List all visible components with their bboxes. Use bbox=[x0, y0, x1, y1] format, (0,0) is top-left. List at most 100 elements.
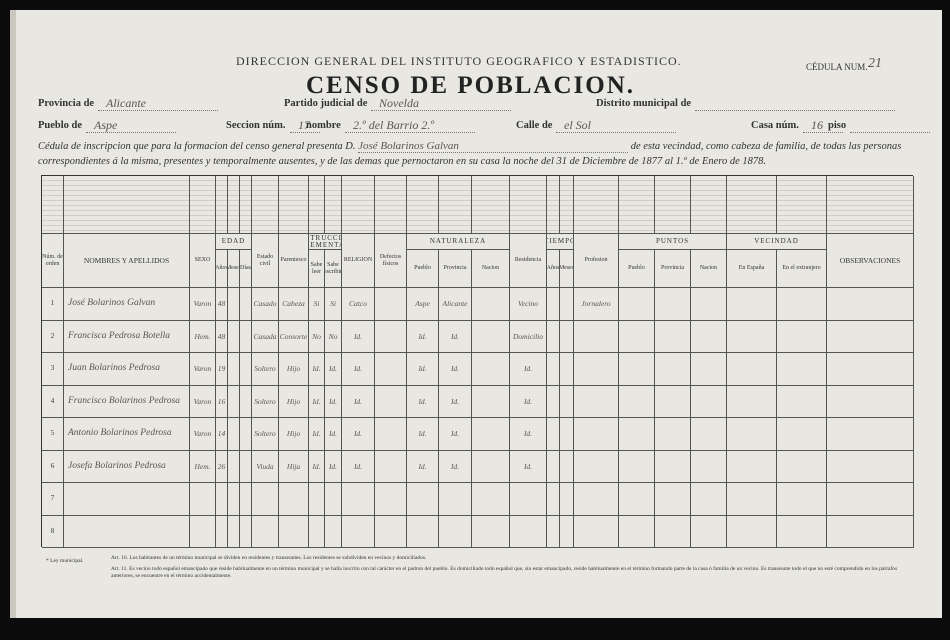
cell-entry bbox=[472, 288, 510, 321]
cell-entry bbox=[228, 418, 240, 451]
cell-entry bbox=[375, 418, 407, 451]
cell-entry bbox=[727, 483, 777, 516]
cell-entry: Viuda bbox=[252, 450, 279, 483]
cell-entry bbox=[240, 450, 252, 483]
cell-entry bbox=[727, 515, 777, 548]
cell-entry: Id. bbox=[510, 385, 547, 418]
cell-entry bbox=[375, 483, 407, 516]
cell-entry bbox=[777, 385, 827, 418]
cell-entry: 19 bbox=[216, 353, 228, 386]
footer-note: Art. 10. Los habitantes de un término mu… bbox=[111, 555, 427, 561]
instruction-box bbox=[42, 176, 64, 234]
field-line bbox=[86, 132, 176, 133]
column-header: Núm. de orden bbox=[42, 234, 64, 288]
census-table: EDAD INSTRUCCION ELEMENTAL NATURALEZA TIEMP… bbox=[41, 175, 914, 548]
instruction-box bbox=[190, 176, 216, 234]
cell-entry: Id. bbox=[309, 450, 325, 483]
group-header: NATURALEZA bbox=[407, 234, 510, 250]
cell-entry bbox=[472, 450, 510, 483]
instruction-box bbox=[309, 176, 325, 234]
intro-line: correspondientes á la misma, presentes y… bbox=[38, 156, 766, 167]
cell-entry: Id. bbox=[407, 418, 439, 451]
cell-entry bbox=[827, 288, 914, 321]
cell-entry bbox=[827, 418, 914, 451]
cell-entry bbox=[655, 483, 691, 516]
instruction-box bbox=[655, 176, 691, 234]
field-value: Novelda bbox=[379, 96, 419, 110]
cell-entry bbox=[228, 320, 240, 353]
cell-entry: Id. bbox=[439, 450, 472, 483]
column-header: Meses bbox=[228, 250, 240, 288]
cell-entry bbox=[325, 483, 342, 516]
cell-entry bbox=[777, 483, 827, 516]
column-header: Nacion bbox=[691, 250, 727, 288]
cell-entry bbox=[342, 515, 375, 548]
cell-entry bbox=[827, 450, 914, 483]
cell-entry bbox=[240, 288, 252, 321]
instruction-box bbox=[727, 176, 777, 234]
cell-entry bbox=[375, 450, 407, 483]
instruction-box bbox=[439, 176, 472, 234]
cell-entry: Id. bbox=[325, 353, 342, 386]
cell-entry bbox=[279, 515, 309, 548]
cell-entry: 26 bbox=[216, 450, 228, 483]
cell-entry bbox=[727, 418, 777, 451]
cell-entry: Id. bbox=[325, 450, 342, 483]
field-line bbox=[371, 110, 511, 111]
cell-entry bbox=[560, 288, 574, 321]
column-header: OBSERVACIONES bbox=[827, 234, 914, 288]
instruction-box bbox=[407, 176, 439, 234]
cell-entry bbox=[228, 483, 240, 516]
cell-entry bbox=[691, 385, 727, 418]
row-number: 2 bbox=[42, 320, 64, 353]
cell-entry bbox=[560, 353, 574, 386]
cell-entry bbox=[190, 515, 216, 548]
cedula-label: CÉDULA NUM. bbox=[806, 62, 868, 72]
cell-entry bbox=[777, 450, 827, 483]
cell-entry bbox=[727, 385, 777, 418]
row-number: 6 bbox=[42, 450, 64, 483]
cell-entry bbox=[240, 385, 252, 418]
cell-entry: Soltero bbox=[252, 353, 279, 386]
cell-entry: Id. bbox=[510, 353, 547, 386]
cell-entry: Id. bbox=[439, 385, 472, 418]
cell-entry bbox=[547, 288, 560, 321]
instruction-box bbox=[777, 176, 827, 234]
cell-entry: Si bbox=[325, 288, 342, 321]
census-form: DIRECCION GENERAL DEL INSTITUTO GEOGRAFI… bbox=[10, 10, 942, 618]
cell-entry bbox=[240, 515, 252, 548]
cell-entry: Catco bbox=[342, 288, 375, 321]
cell-entry: Hija bbox=[279, 450, 309, 483]
field-line bbox=[98, 110, 218, 111]
instruction-box bbox=[472, 176, 510, 234]
instruction-box bbox=[827, 176, 914, 234]
cell-entry bbox=[777, 418, 827, 451]
cell-entry bbox=[375, 320, 407, 353]
column-header: SEXO bbox=[190, 234, 216, 288]
cell-entry bbox=[190, 483, 216, 516]
cell-entry: Domicilio bbox=[510, 320, 547, 353]
field-label: nombre bbox=[306, 120, 341, 131]
cell-entry bbox=[547, 450, 560, 483]
field-value: 2.º del Barrio 2.º bbox=[353, 118, 435, 132]
cell-entry bbox=[727, 288, 777, 321]
cell-entry bbox=[472, 483, 510, 516]
column-header: Años bbox=[216, 250, 228, 288]
cell-entry: Vecino bbox=[510, 288, 547, 321]
cell-entry bbox=[547, 353, 560, 386]
instruction-box bbox=[375, 176, 407, 234]
cell-entry: Id. bbox=[342, 418, 375, 451]
cell-entry bbox=[827, 483, 914, 516]
cell-entry bbox=[407, 515, 439, 548]
instruction-box bbox=[216, 176, 228, 234]
field-line bbox=[850, 132, 930, 133]
cell-entry bbox=[777, 515, 827, 548]
cell-entry: Id. bbox=[342, 320, 375, 353]
field-value: Aspe bbox=[94, 118, 118, 132]
head-of-family: José Bolarinos Galvan bbox=[358, 140, 629, 153]
cell-entry bbox=[655, 418, 691, 451]
cell-entry: Id. bbox=[407, 385, 439, 418]
cell-entry bbox=[342, 483, 375, 516]
cell-entry bbox=[252, 483, 279, 516]
cell-entry bbox=[472, 515, 510, 548]
